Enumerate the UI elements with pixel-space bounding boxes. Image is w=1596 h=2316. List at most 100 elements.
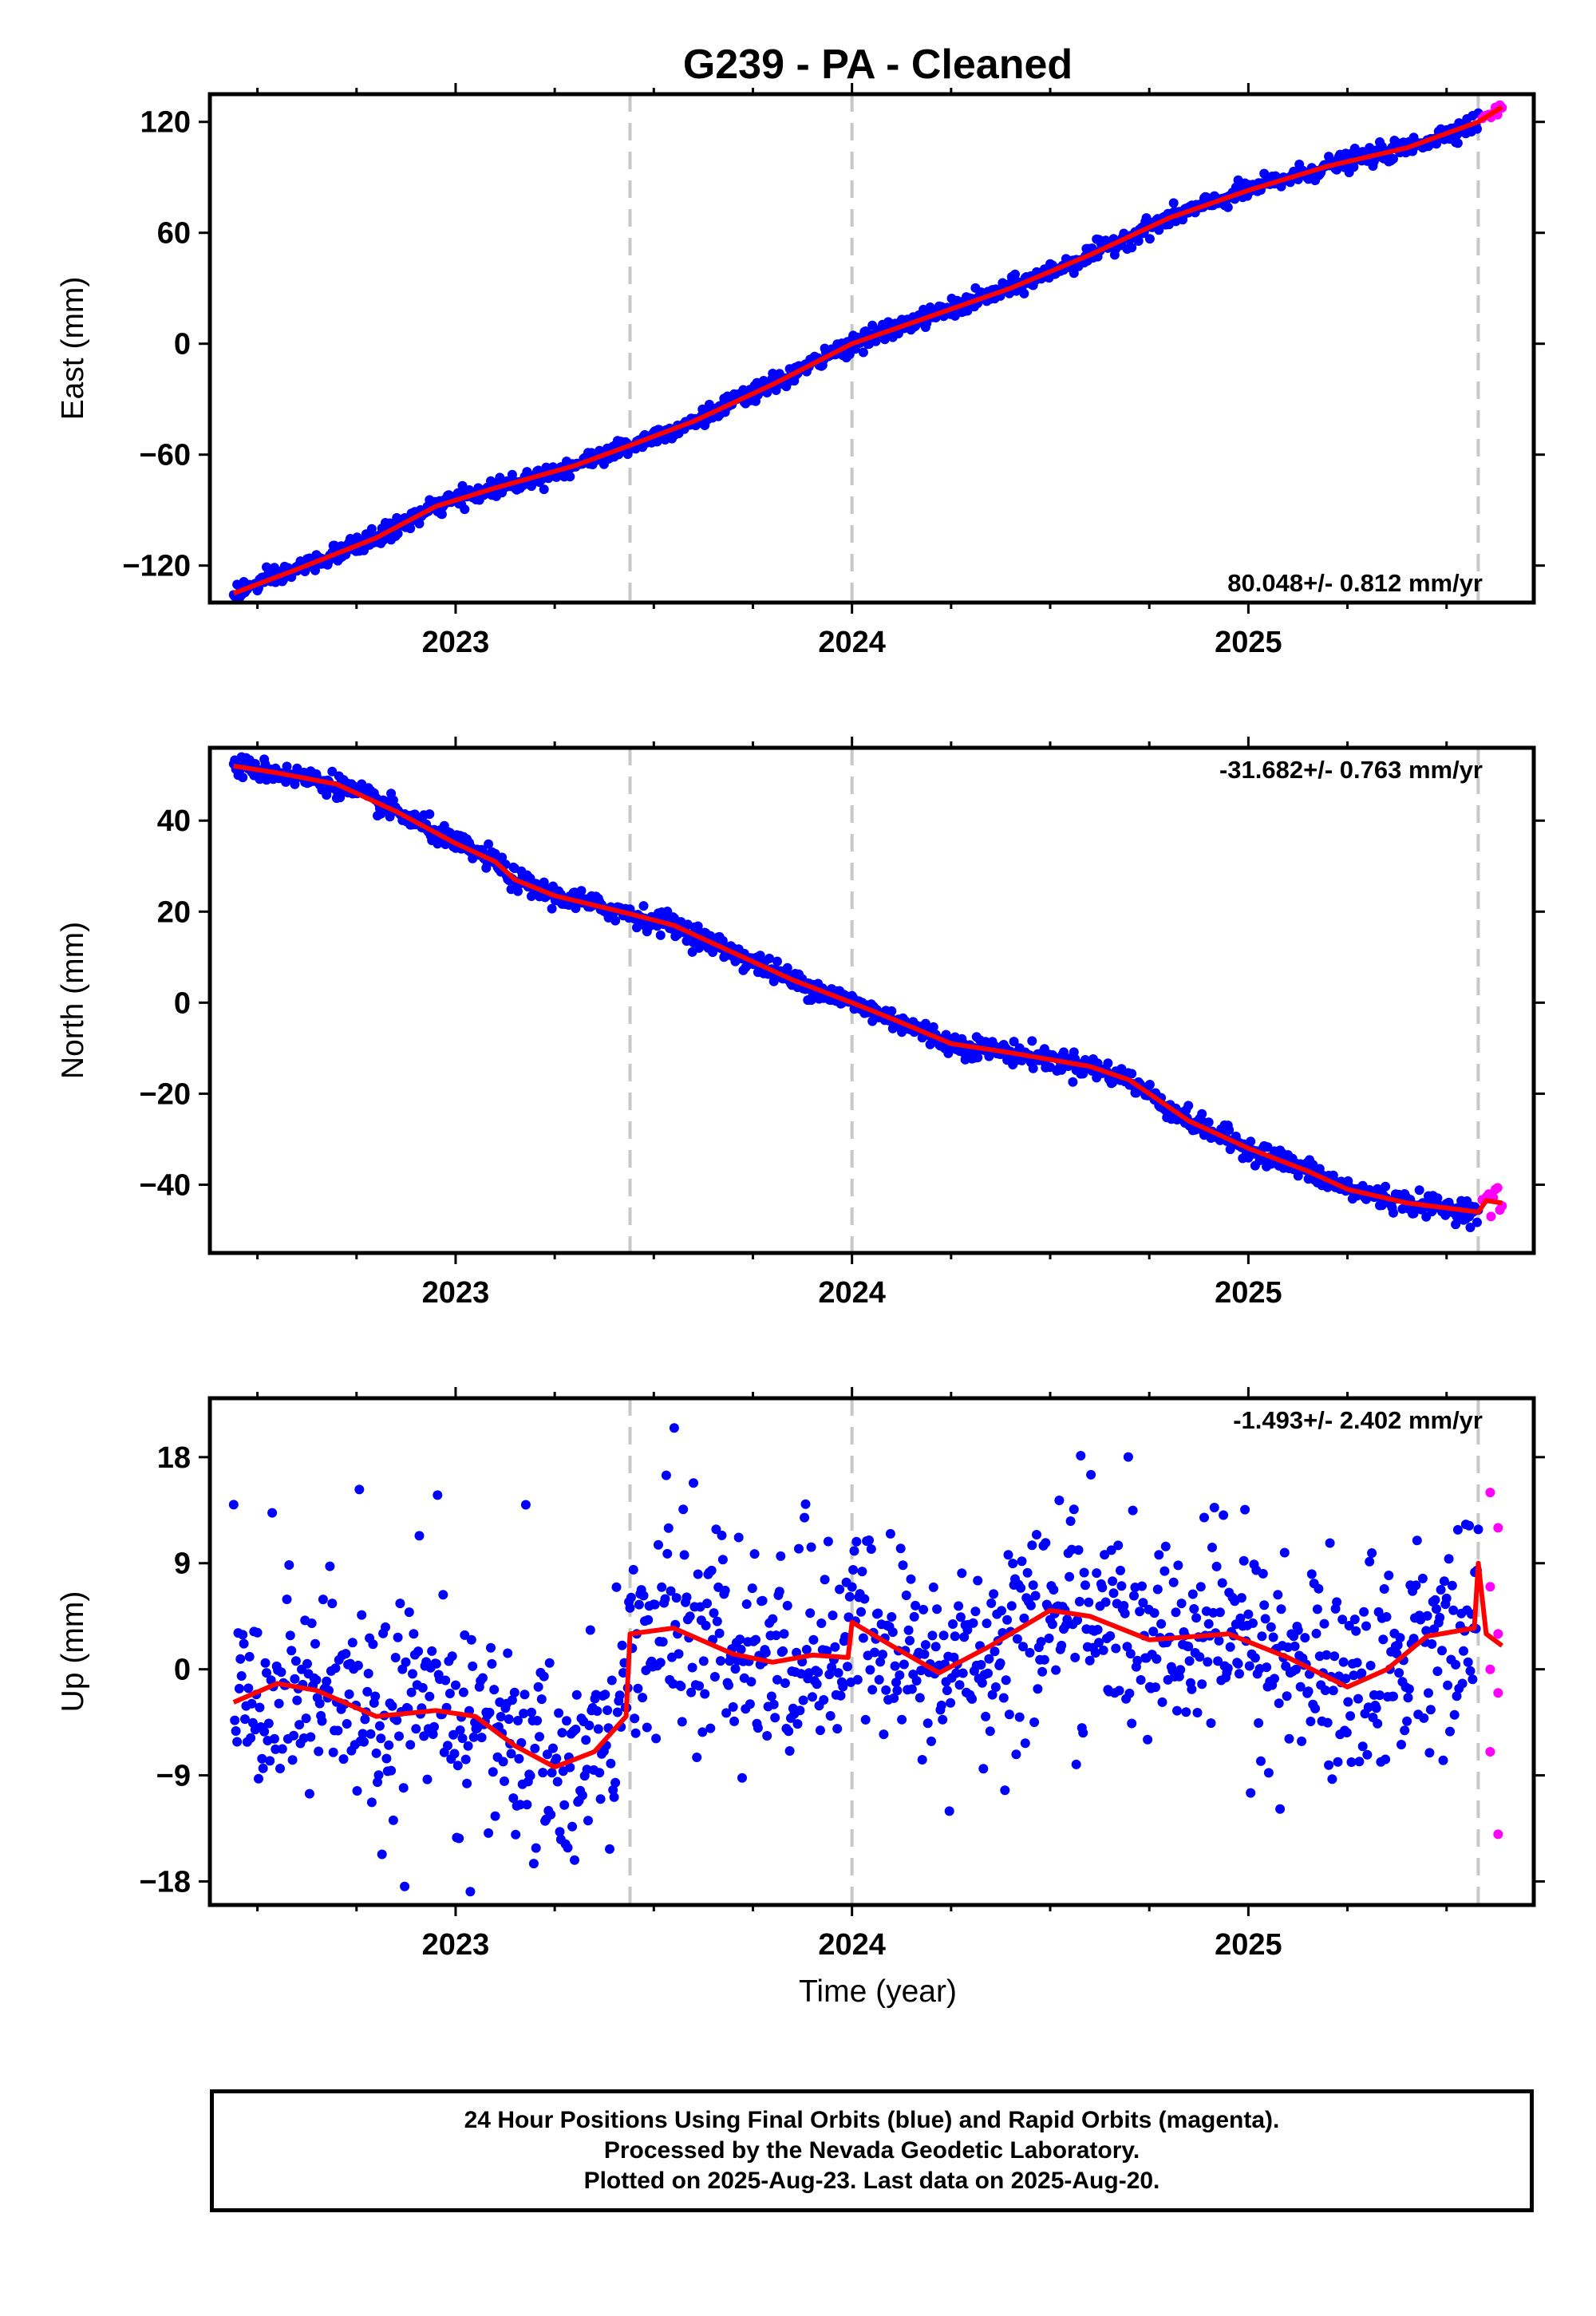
final-orbit-point bbox=[486, 1642, 496, 1653]
final-orbit-point bbox=[697, 1727, 708, 1737]
final-orbit-point bbox=[977, 1678, 987, 1688]
final-orbit-point bbox=[1472, 1217, 1482, 1227]
y-tick-label: 20 bbox=[157, 895, 191, 929]
final-orbit-point bbox=[1051, 1665, 1061, 1675]
final-orbit-point bbox=[1244, 1661, 1254, 1671]
final-orbit-point bbox=[661, 1470, 671, 1480]
final-orbit-point bbox=[1357, 1668, 1367, 1678]
final-orbit-point bbox=[1225, 1642, 1235, 1652]
final-orbit-point bbox=[626, 1592, 636, 1603]
final-orbit-point bbox=[835, 1584, 845, 1595]
final-orbit-point bbox=[944, 1806, 954, 1816]
final-orbit-point bbox=[431, 1658, 441, 1669]
final-orbit-point bbox=[484, 1828, 494, 1838]
final-orbit-point bbox=[1419, 1713, 1429, 1723]
final-orbit-point bbox=[729, 1716, 740, 1726]
final-orbit-point bbox=[874, 1674, 884, 1685]
final-orbit-point bbox=[408, 1669, 417, 1679]
final-orbit-point bbox=[454, 1833, 464, 1844]
final-orbit-point bbox=[1337, 1614, 1348, 1625]
final-orbit-point bbox=[1465, 1223, 1476, 1232]
final-orbit-point bbox=[1290, 1641, 1300, 1651]
final-orbit-point bbox=[1138, 1598, 1148, 1608]
final-orbit-point bbox=[1092, 1568, 1102, 1579]
final-orbit-point bbox=[1243, 1609, 1254, 1619]
final-orbit-point bbox=[546, 1809, 556, 1820]
final-orbit-point bbox=[753, 1723, 763, 1733]
final-orbit-point bbox=[1396, 1740, 1406, 1749]
final-orbit-point bbox=[1106, 1545, 1116, 1555]
final-orbit-point bbox=[1412, 1535, 1422, 1546]
final-orbit-point bbox=[527, 1707, 536, 1717]
final-orbit-point bbox=[982, 1618, 992, 1629]
final-orbit-point bbox=[1073, 1615, 1083, 1626]
final-orbit-point bbox=[1122, 1642, 1132, 1652]
final-orbit-point bbox=[301, 1713, 311, 1724]
final-orbit-point bbox=[768, 1614, 778, 1624]
final-orbit-point bbox=[959, 1632, 970, 1642]
final-orbit-point bbox=[766, 1691, 776, 1701]
final-orbit-point bbox=[1041, 1538, 1051, 1548]
final-orbit-point bbox=[745, 1699, 755, 1709]
final-orbit-point bbox=[721, 1708, 732, 1718]
final-orbit-point bbox=[625, 1603, 635, 1613]
final-orbit-point bbox=[1438, 1755, 1448, 1765]
final-orbit-point bbox=[1009, 1037, 1019, 1047]
final-orbit-point bbox=[657, 1582, 667, 1592]
final-orbit-point bbox=[1137, 1581, 1147, 1591]
east-panel: 2023 2024 2025 −120 −60 0 60 120 East (mm) 80.048… bbox=[56, 83, 1545, 659]
final-orbit-point bbox=[425, 1691, 435, 1701]
final-orbit-point bbox=[733, 1532, 744, 1543]
final-orbit-point bbox=[1119, 1601, 1129, 1611]
final-orbit-point bbox=[1314, 1583, 1324, 1594]
final-orbit-point bbox=[1134, 1219, 1144, 1228]
final-orbit-point bbox=[476, 1733, 487, 1743]
final-orbit-point bbox=[506, 1749, 516, 1759]
final-orbit-point bbox=[1233, 1658, 1243, 1669]
final-orbit-point bbox=[1321, 1650, 1332, 1660]
final-orbit-point bbox=[784, 1726, 794, 1737]
final-orbit-point bbox=[1352, 1658, 1362, 1668]
final-orbit-point bbox=[1411, 1580, 1421, 1591]
final-orbit-point bbox=[774, 1587, 784, 1597]
final-orbit-point bbox=[919, 1649, 930, 1659]
final-orbit-point bbox=[828, 1611, 838, 1621]
final-orbit-point bbox=[968, 1618, 978, 1628]
velocity-annotation: -1.493+/- 2.402 mm/yr bbox=[1233, 1406, 1483, 1434]
final-orbit-point bbox=[875, 1657, 886, 1667]
final-orbit-point bbox=[414, 1531, 425, 1541]
model-fit-line bbox=[232, 105, 1503, 596]
final-orbit-point bbox=[417, 1682, 428, 1693]
final-orbit-point bbox=[822, 1646, 832, 1656]
final-orbit-point bbox=[1168, 1577, 1179, 1587]
rapid-orbit-point bbox=[1485, 1488, 1495, 1498]
final-orbit-point bbox=[1373, 1718, 1383, 1729]
final-orbit-point bbox=[314, 1746, 324, 1757]
final-orbit-point bbox=[275, 1764, 285, 1773]
final-orbit-point bbox=[1132, 1655, 1143, 1666]
final-orbit-point bbox=[873, 1608, 883, 1618]
final-orbit-point bbox=[409, 1629, 419, 1639]
final-orbit-point bbox=[709, 1672, 720, 1682]
final-orbit-point bbox=[1276, 1604, 1286, 1614]
final-orbit-point bbox=[509, 1687, 519, 1697]
final-orbit-point bbox=[234, 1683, 244, 1694]
final-orbit-point bbox=[302, 1658, 312, 1669]
final-orbit-point bbox=[997, 1606, 1006, 1616]
final-orbit-point bbox=[938, 1630, 949, 1641]
final-orbit-point bbox=[1362, 1749, 1373, 1760]
final-orbit-point bbox=[746, 1677, 757, 1687]
final-orbit-point bbox=[1268, 1632, 1278, 1642]
final-orbit-point bbox=[478, 1673, 488, 1683]
final-orbit-point bbox=[1402, 1716, 1412, 1726]
final-orbit-point bbox=[879, 1729, 889, 1740]
final-orbit-point bbox=[724, 1680, 733, 1690]
final-orbit-point bbox=[865, 1665, 875, 1675]
final-orbit-point bbox=[386, 1765, 397, 1776]
y-tick-label: −40 bbox=[140, 1168, 191, 1202]
final-orbit-point bbox=[976, 1660, 986, 1670]
final-orbit-point bbox=[1375, 1690, 1385, 1701]
final-orbit-point bbox=[776, 1551, 786, 1561]
final-orbit-point bbox=[770, 1713, 780, 1723]
final-orbit-point bbox=[1408, 1634, 1419, 1644]
